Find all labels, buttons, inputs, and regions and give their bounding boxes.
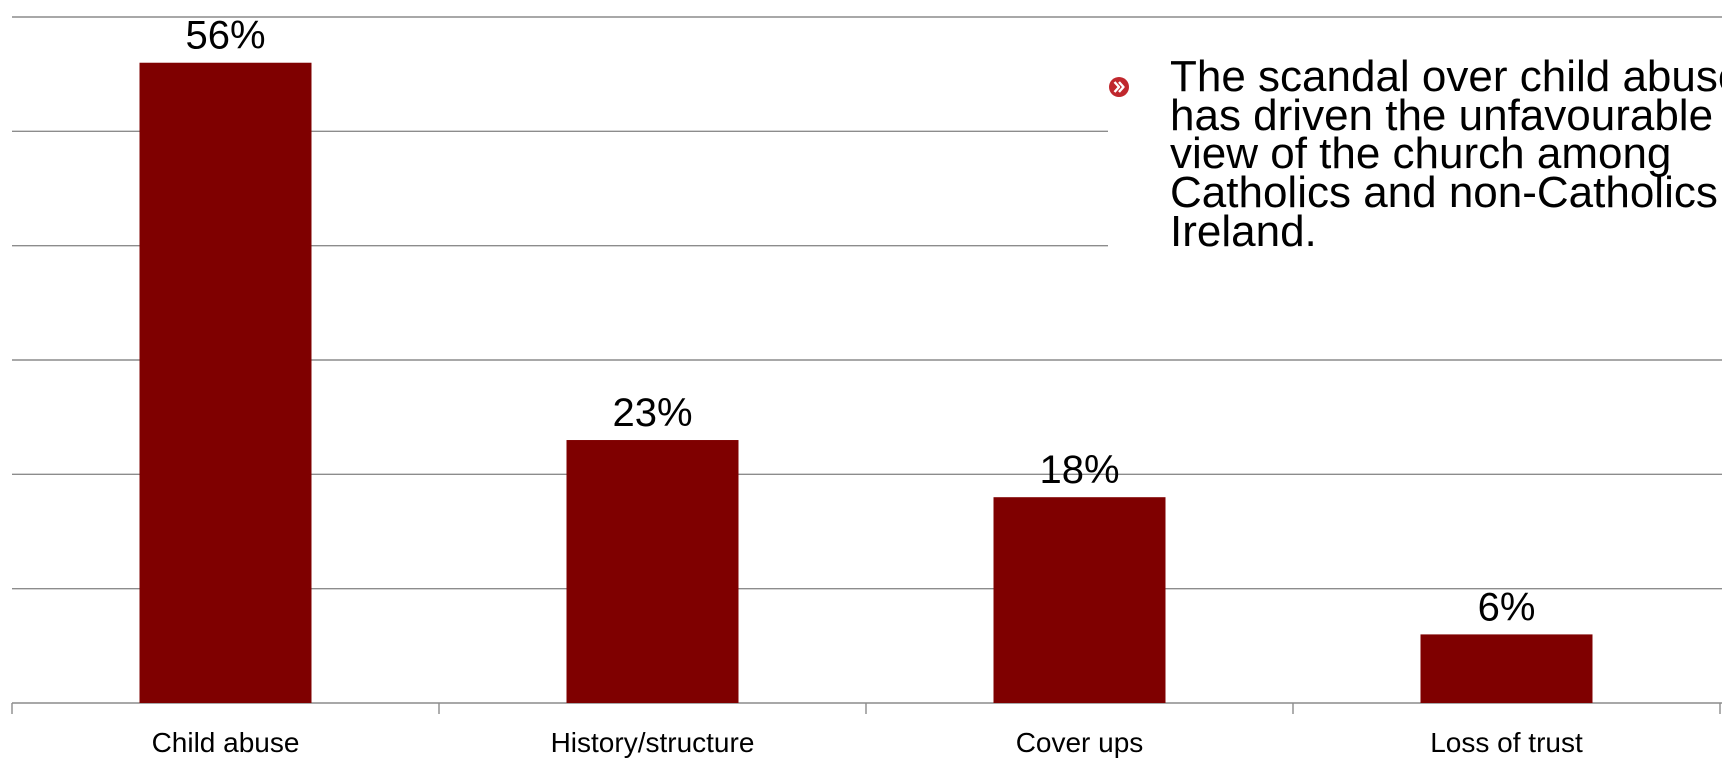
bar [139, 62, 312, 703]
data-label: 56% [185, 14, 265, 58]
bar [1420, 634, 1593, 703]
callout-text: The scandal over child abuse has driven … [1170, 58, 1722, 256]
x-axis [11, 702, 1722, 714]
data-label: 23% [612, 391, 692, 435]
data-label: 6% [1478, 585, 1536, 629]
category-labels: Child abuse History/structure Cover ups Los… [152, 727, 1583, 758]
bar [566, 440, 739, 703]
category-label: Loss of trust [1430, 727, 1583, 758]
bar [993, 497, 1166, 703]
data-labels: 56% 23% 18% 6% [185, 14, 1535, 630]
data-label: 18% [1039, 448, 1119, 492]
chevron-right-circle-icon [1109, 77, 1129, 97]
category-label: History/structure [551, 727, 755, 758]
callout-bullet: The scandal over child abuse has driven … [1108, 58, 1722, 288]
bars [139, 62, 1593, 703]
category-label: Child abuse [152, 727, 300, 758]
category-label: Cover ups [1016, 727, 1144, 758]
